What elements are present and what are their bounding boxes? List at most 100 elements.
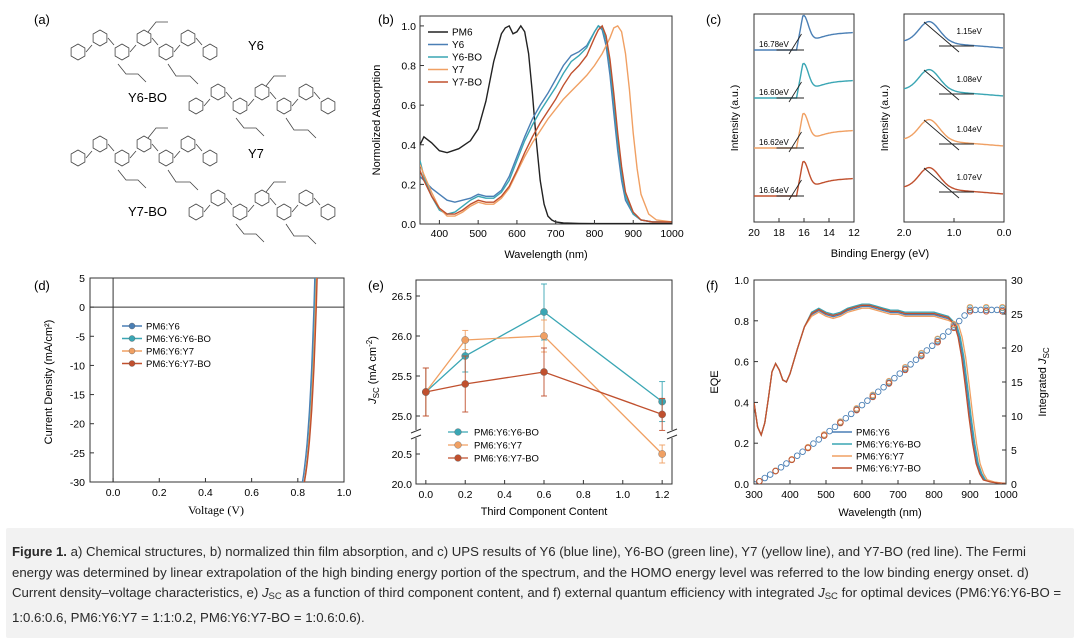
- bond: [195, 37, 203, 46]
- caption-subscript: SC: [268, 591, 282, 602]
- panel-d-label: (d): [34, 278, 50, 293]
- cutoff-annotation: 16.62eV: [759, 138, 789, 147]
- x-tick-label: 0.2: [458, 489, 473, 501]
- ring: [210, 83, 226, 101]
- panel-b-label: (b): [378, 12, 394, 27]
- alkyl-chain: [235, 117, 265, 137]
- y-tick-label: -20: [70, 419, 85, 431]
- integrated-jsc-marker: [982, 303, 990, 311]
- legend-label: PM6:Y6: [146, 322, 180, 333]
- jv-curves: [90, 278, 344, 520]
- panel-a: (a) Y6 Y6-BO Y7 Y7-BO: [34, 12, 336, 245]
- y-tick-label: 0.4: [401, 140, 416, 152]
- axis-break-mark: [666, 428, 678, 434]
- x-tick-label: 1000: [994, 489, 1018, 501]
- legend-label: PM6:Y6:Y6-BO: [474, 428, 539, 439]
- extrapolation-line: [788, 179, 802, 201]
- ring: [202, 43, 218, 61]
- figure-caption: Figure 1. a) Chemical structures, b) nor…: [6, 528, 1074, 638]
- integrated-jsc-marker: [961, 312, 968, 319]
- cutoff-annotation: 16.60eV: [759, 88, 789, 97]
- ring: [188, 203, 204, 221]
- y-tick-label: 1.0: [401, 21, 416, 33]
- ring: [114, 149, 130, 167]
- legend-label: Y7: [452, 65, 465, 76]
- bond: [107, 37, 115, 46]
- ring: [180, 135, 196, 153]
- bond: [247, 98, 255, 107]
- legend: PM6:Y6:Y6-BO PM6:Y6:Y7 PM6:Y6:Y7-BO: [448, 428, 539, 465]
- x-tick-label: 700: [889, 489, 907, 501]
- bond: [291, 98, 299, 107]
- legend-label: PM6:Y6:Y6-BO: [856, 440, 921, 451]
- ring: [136, 29, 152, 47]
- y-tick-label: -15: [70, 390, 85, 402]
- legend-label: Y7-BO: [452, 78, 482, 89]
- alkyl-chain: [265, 75, 286, 87]
- legend-label: PM6: [452, 28, 473, 39]
- integrated-jsc-marker: [955, 317, 963, 325]
- data-point: [540, 368, 548, 376]
- bond: [203, 204, 211, 213]
- ring: [188, 97, 204, 115]
- x-axis-title: Wavelength (nm): [504, 249, 587, 261]
- integrated-jsc-marker: [977, 306, 985, 314]
- legend-marker: [454, 454, 462, 462]
- x-tick-label: 0.2: [152, 487, 167, 499]
- data-point: [422, 388, 430, 396]
- caption-symbol: J: [818, 585, 825, 600]
- extrapolation-line: [788, 131, 802, 153]
- plot-frame: [419, 15, 673, 225]
- bond: [129, 44, 137, 53]
- y-axis-title-left: Intensity (a.u.): [729, 85, 741, 152]
- integrated-jsc-marker: [853, 406, 860, 414]
- jv-marker: [291, 510, 297, 516]
- y-tick-label: 25.5: [392, 371, 413, 383]
- y-axis-title: Current Density (mA/cm²): [43, 320, 55, 445]
- integrated-jsc-marker: [907, 361, 914, 368]
- ups-onset-curve: [903, 68, 1004, 97]
- axis-ticks: 0.0 0.2 0.4 0.6 0.8 1.0 5 0 -5 -10 -15 -20 -25 -30: [70, 273, 352, 499]
- legend-marker: [128, 347, 136, 355]
- integrated-jsc-marker: [772, 467, 779, 475]
- ring: [276, 203, 292, 221]
- integrated-jsc-marker: [896, 370, 904, 377]
- alkyl-chain: [265, 181, 286, 193]
- ups-onset-curve: [903, 20, 1004, 49]
- y-axis-title: Normolized Absorption: [371, 65, 383, 176]
- y-tick-label: 20.0: [392, 479, 413, 491]
- ring: [320, 203, 336, 221]
- ring: [298, 83, 314, 101]
- axis-break-mark: [410, 434, 422, 440]
- jv-marker: [252, 519, 258, 520]
- ring: [202, 149, 218, 167]
- ring: [180, 29, 196, 47]
- molecule-name: Y7-BO: [128, 204, 167, 219]
- x-tick-label: 1.0: [615, 489, 630, 501]
- x-axis-title: Wavelength (nm): [838, 507, 921, 519]
- bond: [85, 150, 93, 159]
- integrated-jsc-marker: [934, 338, 941, 346]
- panel-c: (c) 16.78eV 1.15eV 16.60eV 1.08eV 16.62eV 1.0…: [706, 12, 1011, 260]
- integrated-jsc-marker: [999, 303, 1006, 311]
- alkyl-chain: [117, 169, 147, 189]
- y-tick-label: 0.6: [734, 357, 749, 369]
- jv-curve: [301, 278, 316, 482]
- x-tick-label: 0.0: [106, 487, 121, 499]
- jsc-series: [422, 283, 666, 464]
- y-tick-label: 0.8: [401, 61, 416, 73]
- ups-curves: 16.78eV 1.15eV 16.60eV 1.08eV 16.62eV 1.04eV 1…: [754, 14, 1004, 201]
- y2-tick-label: 0: [1011, 479, 1017, 491]
- y-axis-title-right: Intensity (a.u.): [879, 85, 891, 152]
- series-y7-bo-line: [420, 24, 672, 223]
- ups-cutoff-curve: [754, 62, 853, 99]
- integrated-jsc-marker: [847, 410, 855, 418]
- integrated-jsc-marker: [869, 393, 877, 401]
- series-y6-bo-line: [420, 24, 672, 223]
- onset-annotation: 1.15eV: [957, 27, 983, 36]
- x-tick-label: 800: [586, 228, 604, 240]
- legend-label: PM6:Y6:Y7: [856, 452, 904, 463]
- x-tick-label: 1.0: [337, 487, 352, 499]
